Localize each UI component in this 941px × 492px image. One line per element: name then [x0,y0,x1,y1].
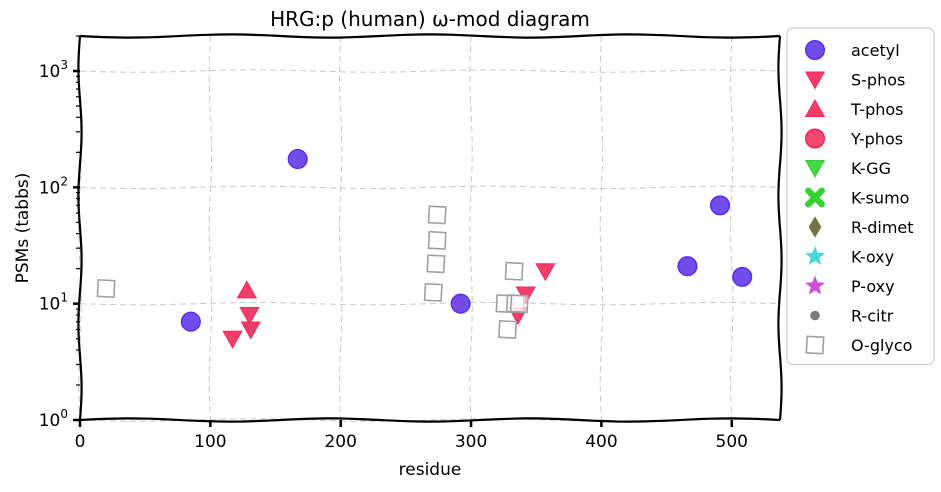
legend-label: K-oxy [851,248,894,267]
legend-marker [804,128,826,149]
data-point [240,321,261,340]
plot-frame [77,33,783,423]
legend-marker [804,71,826,90]
legend-marker [805,335,825,355]
y-tick-label: 100 [39,407,68,431]
y-gridline [79,302,781,306]
legend-label: K-GG [851,159,891,178]
legend-label: Y-phos [850,130,903,149]
legend-marker [804,98,826,117]
chart-title: HRG:p (human) ω-mod diagram [270,7,590,31]
data-point [535,263,556,282]
y-gridline [79,69,781,73]
legend-label: P-oxy [851,277,895,296]
data-point [222,330,243,349]
legend-label: T-phos [850,100,904,119]
data-point [450,293,471,314]
data-point [239,306,260,325]
data-point [732,266,753,287]
data-point [236,280,258,299]
data-point [498,319,518,339]
legend: acetyl S-phos T-phos Y-phos K-GG K-sumo R-dime… [786,27,935,366]
y-tick-label: 103 [39,58,68,82]
x-tick-label: 300 [455,432,487,452]
x-gridline [339,35,343,421]
legend-label: R-citr [851,307,894,326]
legend-marker [808,216,822,238]
legend-label: O-glyco [851,336,912,355]
legend-marker [810,310,820,321]
y-tick-label: 101 [39,291,68,315]
x-gridline [730,35,734,421]
y-tick-label: 102 [39,174,68,198]
data-point [427,230,447,250]
legend-box [786,27,935,366]
legend-label: R-dimet [851,218,914,237]
data-point [287,149,308,170]
legend-marker [804,39,826,61]
legend-marker [805,275,825,295]
x-tick-label: 0 [75,432,86,452]
series-t-phos [236,280,258,299]
legend-marker [804,160,826,179]
data-point [180,311,201,332]
data-point [509,294,529,314]
data-point [427,205,447,225]
data-point [96,279,116,299]
data-point [504,261,524,281]
series-acetyl [180,149,753,332]
data-point [426,254,446,274]
legend-label: S-phos [851,71,905,90]
legend-label: acetyl [851,41,900,60]
legend-marker [805,187,825,208]
x-gridline [599,35,604,421]
y-axis-label: PSMs (tabbs) [13,173,33,284]
x-tick-label: 100 [194,432,226,452]
data-point [423,282,443,302]
x-axis-label: residue [399,460,462,480]
x-tick-label: 400 [585,432,617,452]
data-point [677,256,698,277]
x-gridline [469,35,473,421]
x-tick-label: 200 [324,432,356,452]
y-gridline [79,185,781,189]
grid [78,35,781,422]
data-point [709,195,731,216]
x-tick-label: 500 [716,432,748,452]
legend-marker [805,246,825,265]
plot-marks [96,149,753,349]
legend-label: K-sumo [851,189,909,208]
x-gridline [208,35,213,421]
axis-ticks: 0 100 200 300 400 500 100 101 102 103 [39,35,748,452]
series-o-glyco [96,205,529,339]
